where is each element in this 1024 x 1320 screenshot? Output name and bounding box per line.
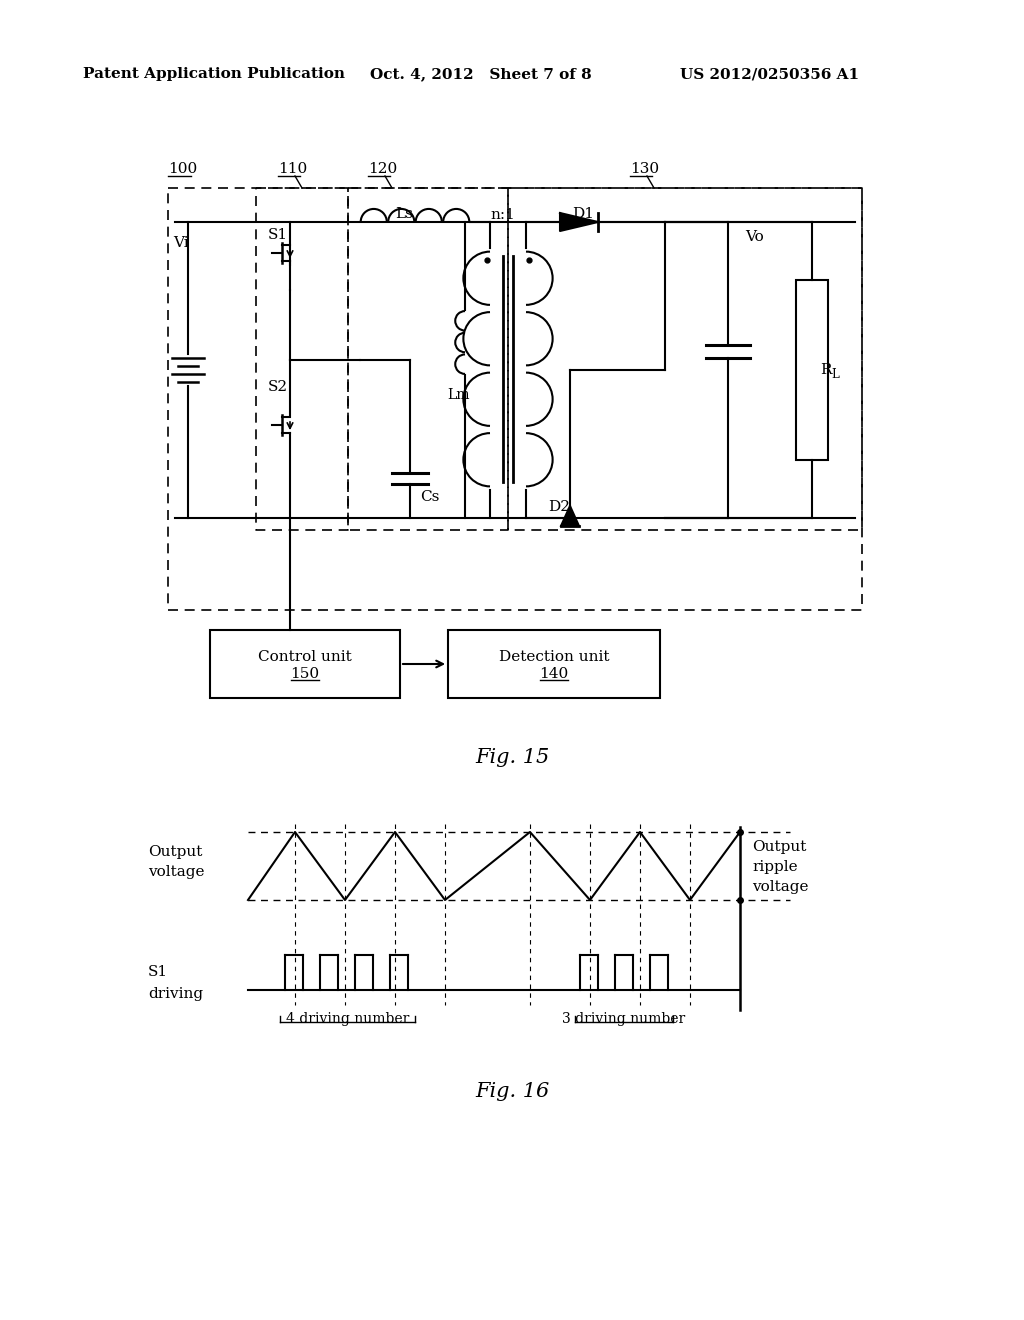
Text: Vi: Vi [173,236,188,249]
Text: 130: 130 [630,162,659,176]
Text: Oct. 4, 2012   Sheet 7 of 8: Oct. 4, 2012 Sheet 7 of 8 [370,67,592,81]
Polygon shape [560,213,598,231]
Text: Ls: Ls [395,207,413,220]
Text: S1: S1 [148,965,168,979]
Text: Lm: Lm [447,388,469,403]
Text: voltage: voltage [752,880,809,894]
Text: Patent Application Publication: Patent Application Publication [83,67,345,81]
Text: Detection unit: Detection unit [499,649,609,664]
Text: 120: 120 [368,162,397,176]
Text: S1: S1 [268,228,288,242]
Polygon shape [561,506,579,525]
Text: R: R [820,363,831,378]
Text: voltage: voltage [148,865,205,879]
Text: Control unit: Control unit [258,649,352,664]
Text: driving: driving [148,987,203,1001]
Text: n:1: n:1 [490,209,515,222]
Text: Vo: Vo [745,230,764,244]
Text: L: L [831,367,839,380]
Text: Fig. 16: Fig. 16 [475,1082,549,1101]
Text: US 2012/0250356 A1: US 2012/0250356 A1 [680,67,859,81]
Text: 100: 100 [168,162,198,176]
Text: 3 driving number: 3 driving number [562,1012,686,1026]
Text: D2: D2 [548,500,570,513]
Text: Output: Output [752,840,806,854]
Text: ripple: ripple [752,861,798,874]
FancyBboxPatch shape [449,630,660,698]
Text: S2: S2 [268,380,288,393]
Text: 140: 140 [540,667,568,681]
Text: Fig. 15: Fig. 15 [475,748,549,767]
FancyBboxPatch shape [210,630,400,698]
Text: D1: D1 [572,207,594,220]
Text: 150: 150 [291,667,319,681]
Text: Cs: Cs [420,490,439,504]
Text: 110: 110 [278,162,307,176]
Text: Output: Output [148,845,203,859]
Text: 4 driving number: 4 driving number [286,1012,410,1026]
